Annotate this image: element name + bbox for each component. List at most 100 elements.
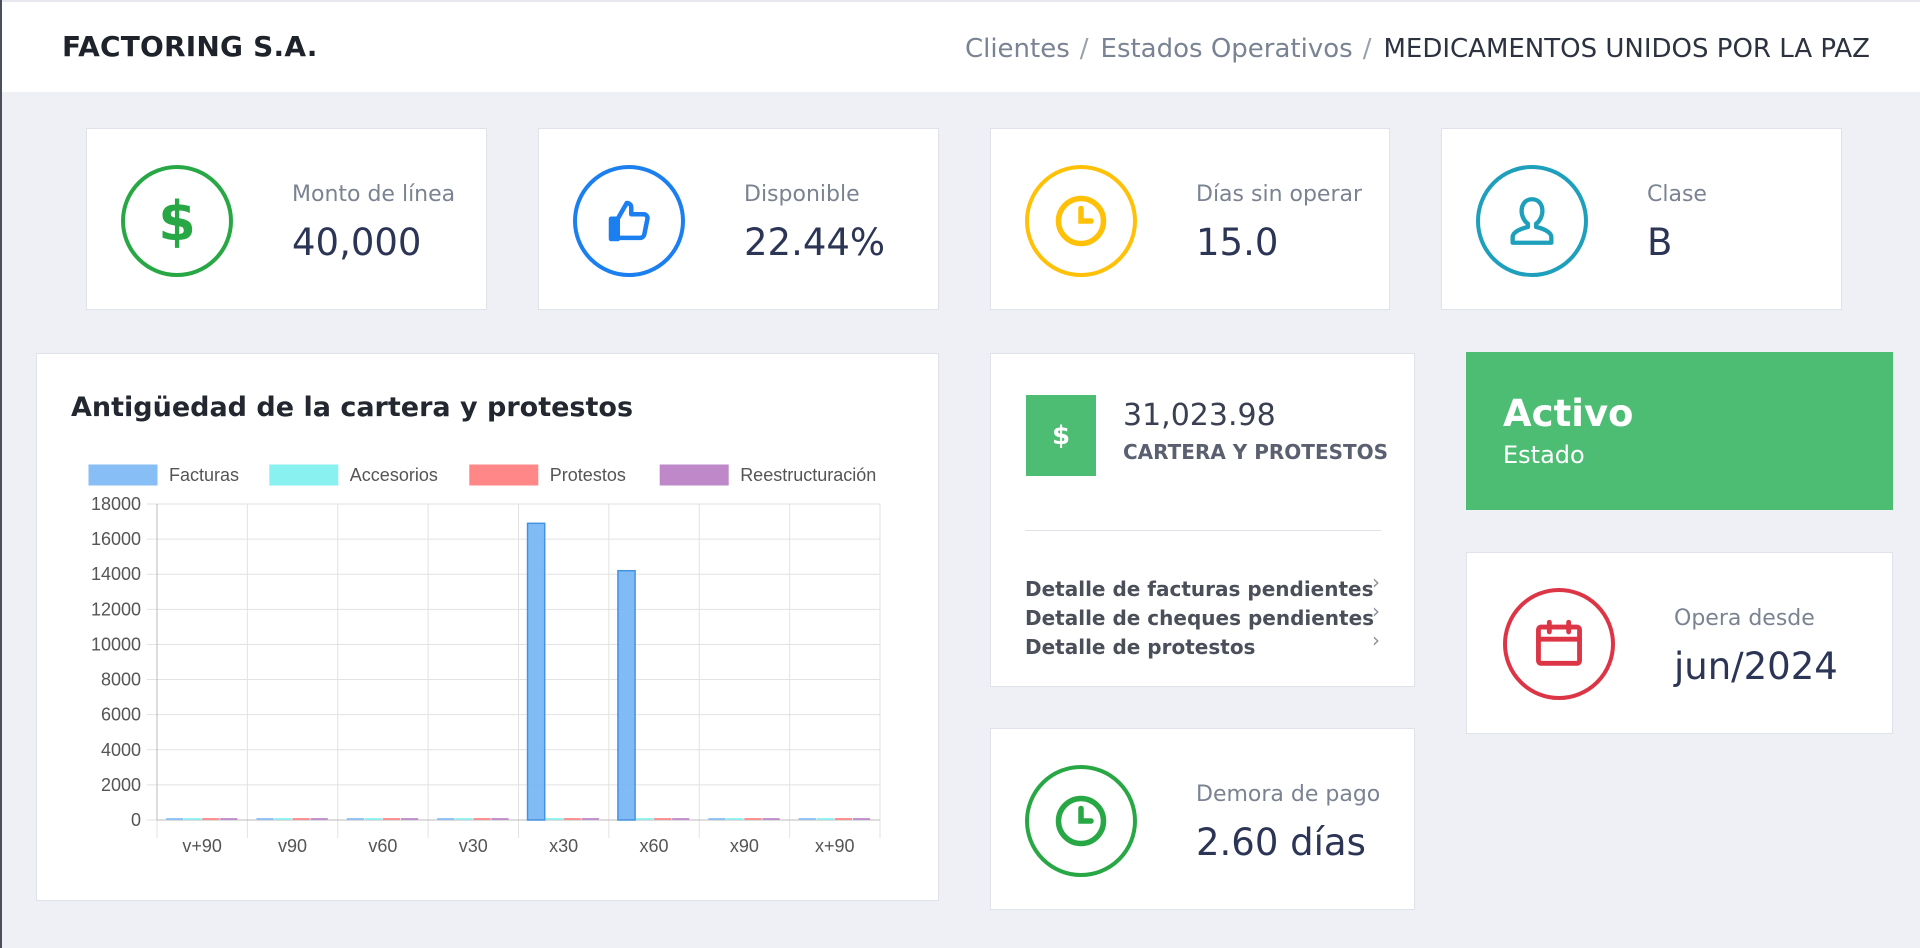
divider [1025, 530, 1381, 531]
left-border [0, 0, 2, 948]
bar-facturas [256, 818, 274, 820]
stat-card-clase: Clase B [1441, 128, 1842, 310]
bar-reestructuración [220, 818, 238, 820]
bar-reestructuración [310, 818, 328, 820]
bar-protestos [292, 818, 310, 820]
breadcrumb-current: MEDICAMENTOS UNIDOS POR LA PAZ [1383, 34, 1870, 64]
chevron-right-icon[interactable]: › [1372, 628, 1380, 652]
x-tick-label: v90 [278, 836, 307, 856]
x-tick-label: x+90 [815, 836, 855, 856]
x-tick-label: x90 [730, 836, 759, 856]
bar-facturas [617, 569, 636, 821]
stat-label: Clase [1647, 182, 1707, 207]
legend-swatch [88, 464, 158, 486]
bar-accesorios [184, 818, 202, 820]
bar-facturas [526, 522, 546, 821]
legend-label: Reestructuración [740, 465, 876, 485]
bar-reestructuración [672, 818, 690, 820]
x-tick-label: x60 [640, 836, 669, 856]
stat-label: Demora de pago [1196, 782, 1381, 807]
status-subtitle: Estado [1503, 441, 1585, 469]
bar-reestructuración [491, 818, 509, 820]
opera-desde-card: Opera desde jun/2024 [1466, 552, 1893, 734]
thumbs-up-icon [573, 165, 685, 277]
calendar-icon [1503, 588, 1615, 700]
legend-label: Protestos [550, 465, 626, 485]
stat-card-disponible: Disponible 22.44% [538, 128, 939, 310]
status-title: Activo [1503, 392, 1634, 435]
stat-value: jun/2024 [1674, 645, 1838, 688]
breadcrumb: Clientes / Estados Operativos / MEDICAME… [965, 34, 1870, 64]
bar-protestos [473, 818, 491, 820]
x-tick-label: v60 [368, 836, 397, 856]
breadcrumb-clientes[interactable]: Clientes [964, 34, 1070, 64]
clock-icon [1025, 165, 1137, 277]
chevron-right-icon[interactable]: › [1372, 570, 1380, 594]
stat-value: 22.44% [744, 221, 886, 264]
user-icon [1476, 165, 1588, 277]
stat-card-dias: Días sin operar 15.0 [990, 128, 1390, 310]
aging-bar-chart: Facturas Accesorios Protestos Reestructurac… [88, 464, 881, 856]
cartera-amount: 31,023.98 [1123, 398, 1276, 433]
bar-facturas [798, 818, 816, 820]
cartera-label: CARTERA Y PROTESTOS [1123, 440, 1389, 464]
bar-protestos [744, 818, 762, 820]
bar-reestructuración [762, 818, 780, 820]
aging-chart-card: Antigüedad de la cartera y protestos Fac… [36, 353, 939, 901]
bar-accesorios [455, 818, 473, 820]
bar-facturas [346, 818, 364, 820]
x-tick-label: x30 [549, 836, 578, 856]
dollar-badge-icon: $ [1026, 395, 1096, 476]
x-tick-label: v30 [459, 836, 488, 856]
link-cheques-pendientes[interactable]: Detalle de cheques pendientes [1025, 606, 1375, 630]
y-tick-label: 10000 [91, 634, 141, 654]
y-tick-label: 4000 [101, 740, 141, 760]
status-card-activo: Activo Estado [1466, 352, 1893, 510]
stat-label: Días sin operar [1196, 182, 1363, 207]
bar-facturas [708, 818, 726, 820]
stat-label: Opera desde [1674, 606, 1815, 631]
bar-protestos [202, 818, 220, 820]
legend-label: Facturas [169, 465, 239, 485]
stat-value: 2.60 días [1196, 821, 1366, 864]
bar-accesorios [274, 818, 292, 820]
stat-label: Monto de línea [292, 182, 456, 207]
clock-icon [1025, 765, 1137, 877]
bar-reestructuración [852, 818, 871, 820]
bar-protestos [382, 818, 401, 820]
link-protestos[interactable]: Detalle de protestos [1025, 635, 1256, 659]
bar-accesorios [364, 818, 383, 820]
stat-value: B [1647, 221, 1673, 264]
chevron-right-icon[interactable]: › [1372, 599, 1380, 623]
stat-value: 40,000 [292, 221, 422, 264]
legend-label: Accesorios [350, 465, 438, 485]
bar-accesorios [816, 818, 834, 820]
x-tick-label: v+90 [182, 836, 222, 856]
dollar-icon: $ [121, 165, 233, 277]
bar-accesorios [545, 818, 563, 820]
bar-protestos [834, 818, 852, 820]
bar-facturas [166, 818, 184, 820]
bar-protestos [563, 818, 581, 820]
link-facturas-pendientes[interactable]: Detalle de facturas pendientes [1025, 577, 1374, 601]
bar-reestructuración [581, 818, 599, 820]
y-tick-label: 14000 [91, 564, 141, 584]
bar-accesorios [726, 818, 744, 820]
y-tick-label: 16000 [91, 529, 141, 549]
y-tick-label: 18000 [91, 494, 141, 514]
bar-protestos [654, 818, 672, 820]
breadcrumb-estados-operativos[interactable]: Estados Operativos [1100, 34, 1353, 64]
legend-swatch [469, 464, 539, 486]
breadcrumb-separator: / [1362, 34, 1372, 64]
breadcrumb-separator: / [1079, 34, 1089, 64]
bar-reestructuración [401, 818, 419, 820]
y-tick-label: 8000 [101, 670, 141, 690]
legend-swatch [269, 464, 339, 486]
bar-accesorios [635, 818, 654, 820]
top-header: FACTORING S.A. Clientes / Estados Operat… [2, 0, 1920, 92]
stat-label: Disponible [744, 182, 860, 207]
demora-card: Demora de pago 2.60 días [990, 728, 1415, 910]
y-tick-label: 6000 [101, 705, 141, 725]
y-tick-label: 12000 [91, 599, 141, 619]
stat-card-monto: $ Monto de línea 40,000 [86, 128, 487, 310]
